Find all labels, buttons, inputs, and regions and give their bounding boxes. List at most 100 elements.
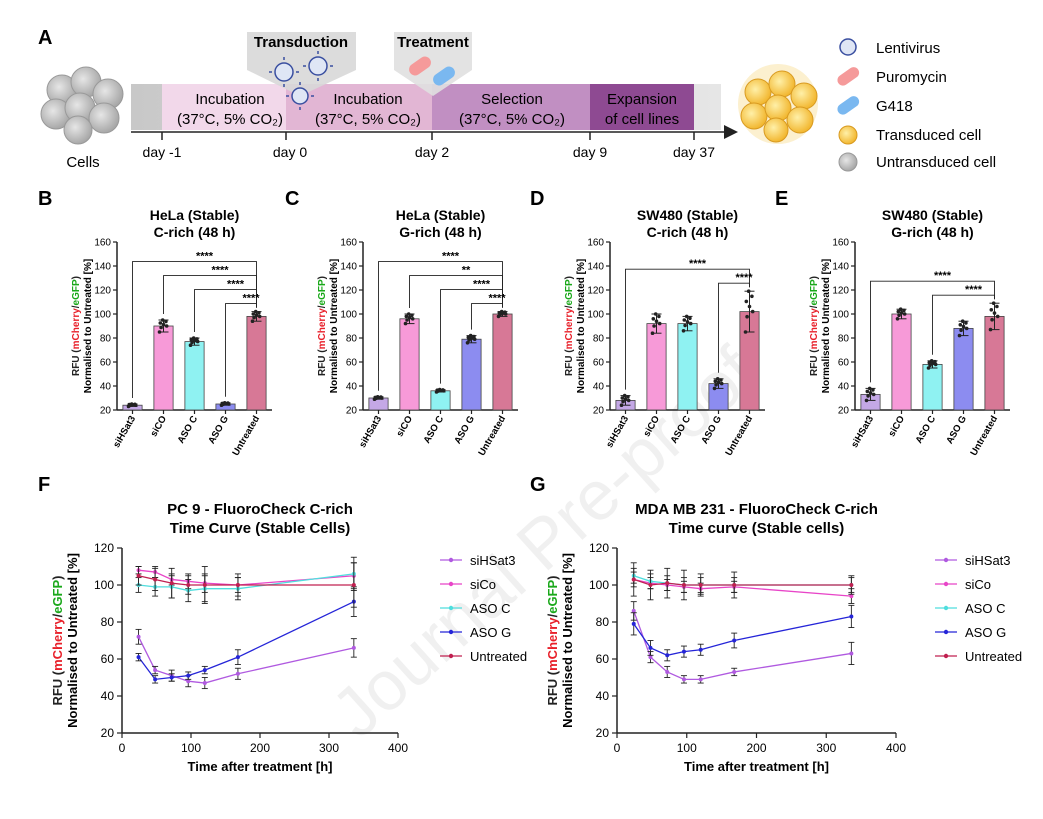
x-tick-label: ASO C: [422, 414, 447, 446]
data-point: [153, 668, 158, 673]
data-point: [253, 309, 258, 314]
y-tick-label: 80: [596, 615, 610, 629]
data-point: [665, 653, 670, 658]
y-tick-label: 20: [101, 726, 115, 740]
y-tick-label: 40: [346, 382, 358, 393]
data-point: [472, 337, 477, 342]
x-tick-label: ASO G: [206, 414, 231, 446]
data-point: [896, 309, 901, 314]
panel-label-g: G: [530, 474, 546, 496]
data-point: [410, 313, 414, 318]
data-point: [960, 319, 965, 324]
y-axis-label-part: ): [809, 276, 820, 279]
y-axis-label-line2: Normalised to Untreated [%]: [83, 259, 94, 393]
legend-marker: [943, 653, 949, 659]
legend-lentivirus: Lentivirus: [876, 40, 940, 57]
y-tick-label: 120: [94, 541, 114, 555]
y-axis-label-part: eGFP: [564, 279, 575, 305]
phase-4-line2: of cell lines: [605, 111, 679, 128]
chart-title: HeLa (Stable): [150, 207, 239, 223]
y-axis-label-part: ): [317, 276, 328, 279]
y-tick-label: 20: [100, 406, 112, 417]
data-point: [466, 335, 471, 340]
lentivirus-icon: [269, 51, 333, 110]
data-point: [719, 381, 724, 386]
chart-title: HeLa (Stable): [396, 207, 485, 223]
y-axis-label-line2: Normalised to Untreated [%]: [576, 259, 587, 393]
data-point: [503, 312, 508, 316]
y-axis-label-line2: Normalised to Untreated [%]: [821, 259, 832, 393]
y-axis-label-part: RFU (: [545, 670, 560, 705]
data-point: [964, 326, 969, 331]
data-point: [992, 311, 997, 315]
y-tick-label: 100: [589, 578, 609, 592]
legend-marker: [448, 581, 454, 587]
legend-g418: G418: [876, 98, 913, 115]
y-axis-label-part: /: [564, 305, 575, 308]
y-axis-label-part: /: [71, 305, 82, 308]
cells-label: Cells: [66, 154, 99, 171]
significance-bracket: [225, 303, 257, 397]
workflow-panel: A Cells Transduction Treatment: [38, 27, 996, 172]
y-axis-label: RFU (mCherry/eGFP): [809, 276, 820, 376]
y-axis-label-part: mCherry: [50, 617, 65, 671]
data-point: [221, 402, 225, 407]
chart-subtitle: C-rich (48 h): [154, 224, 236, 240]
data-point: [926, 366, 931, 370]
chart-subtitle: G-rich (48 h): [891, 224, 973, 240]
transduction-label: Transduction: [254, 34, 348, 51]
series-line: [633, 610, 852, 680]
y-tick-label: 120: [589, 541, 609, 555]
phase-2-line2: (37°C, 5% CO₂): [315, 111, 421, 128]
y-tick-label: 100: [340, 310, 357, 321]
chart-subtitle: C-rich (48 h): [647, 224, 729, 240]
bar: [461, 338, 482, 411]
data-point: [866, 394, 870, 398]
legend-marker: [448, 629, 454, 635]
bar: [922, 363, 943, 411]
y-axis-label-part: RFU (: [317, 349, 328, 376]
y-axis-label-part: eGFP: [317, 279, 328, 305]
legend-marker: [448, 605, 454, 611]
legend-transduced-cell: Transduced cell: [876, 127, 981, 144]
significance-bracket: [932, 294, 995, 355]
y-axis-label-part: /: [809, 305, 820, 308]
data-point: [631, 577, 636, 582]
x-tick-label: ASO G: [944, 414, 969, 446]
data-point: [169, 675, 174, 680]
panel-label-a: A: [38, 27, 52, 49]
data-point: [957, 333, 962, 338]
data-point: [235, 583, 240, 587]
data-point: [653, 312, 658, 316]
y-axis-label-part: RFU (: [71, 349, 82, 376]
data-point: [681, 583, 686, 587]
data-point: [254, 313, 259, 318]
legend-marker: [943, 581, 949, 587]
series-line: [138, 601, 355, 681]
data-point: [405, 318, 409, 322]
y-axis-label-part: mCherry: [71, 308, 82, 350]
x-tick-label: 0: [614, 741, 621, 755]
data-point: [650, 331, 655, 336]
chart-title: MDA MB 231 - FluoroCheck C-rich: [635, 501, 878, 518]
panel-label-d: D: [530, 188, 544, 210]
data-point: [189, 338, 194, 342]
data-point: [158, 321, 163, 325]
data-point: [164, 324, 169, 328]
data-point: [864, 398, 869, 403]
x-tick-label: 300: [816, 741, 836, 755]
data-point: [867, 386, 872, 391]
data-point: [698, 583, 703, 587]
data-point: [990, 317, 994, 322]
phase-incubation-2: [286, 84, 432, 130]
y-tick-label: 120: [94, 286, 111, 297]
y-tick-label: 120: [340, 286, 357, 297]
y-axis-label-part: eGFP: [545, 579, 560, 613]
legend-marker: [943, 605, 949, 611]
data-point: [235, 671, 240, 676]
chart-title: PC 9 - FluoroCheck C-rich: [167, 501, 353, 518]
legend-label: Untreated: [965, 649, 1022, 664]
y-axis-label-part: /: [317, 305, 328, 308]
data-point: [871, 392, 876, 397]
